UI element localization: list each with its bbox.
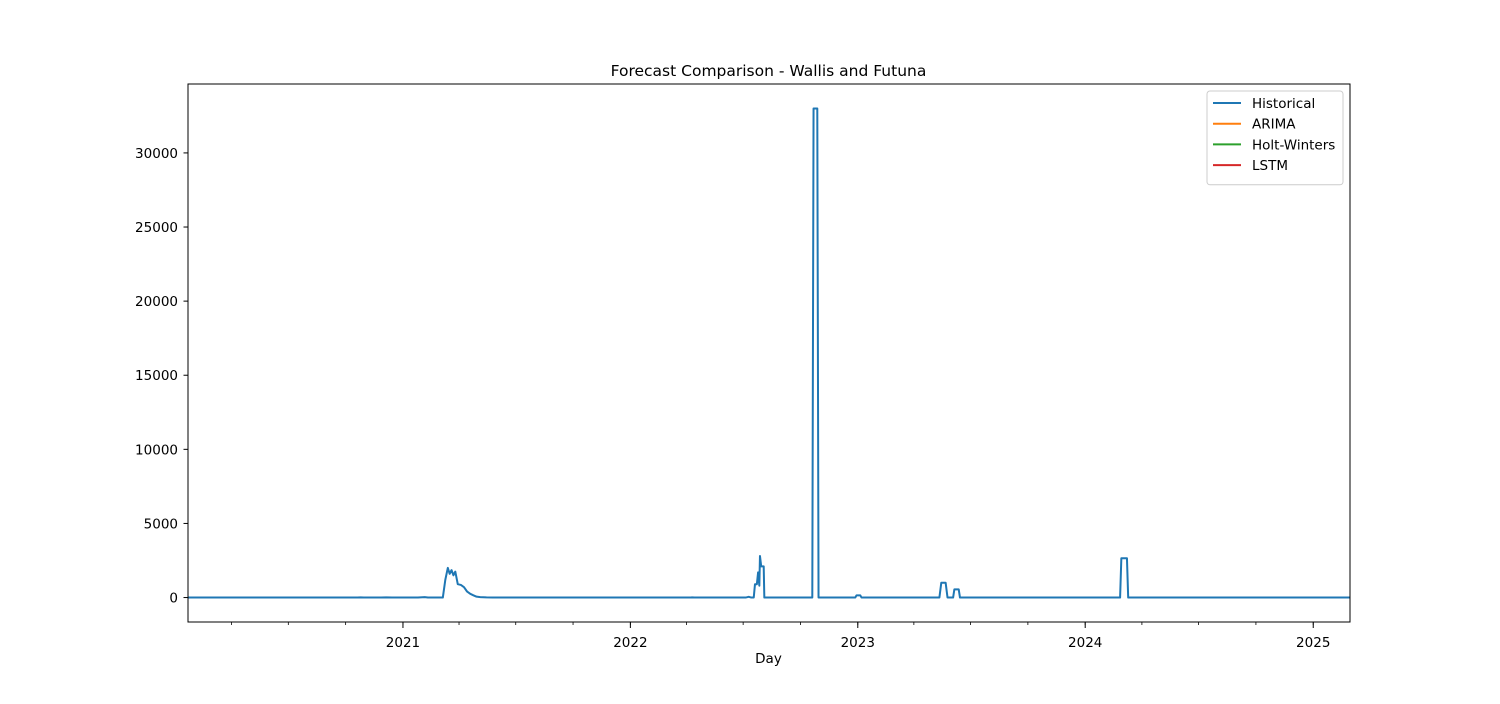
- legend-label-historical: Historical: [1252, 96, 1315, 112]
- legend-label-arima: ARIMA: [1252, 117, 1296, 133]
- legend-label-holt-winters: Holt-Winters: [1252, 137, 1335, 153]
- legend-box: [1206, 90, 1344, 186]
- legend-label-lstm: LSTM: [1252, 158, 1288, 174]
- y-tick-label: 10000: [135, 442, 178, 458]
- y-tick-label: 25000: [135, 220, 178, 236]
- axes-frame: [187, 83, 1351, 623]
- legend: Historical ARIMA Holt-Winters LSTM: [1206, 90, 1344, 186]
- x-axis-label: Day: [755, 651, 782, 667]
- x-tick-label: 2022: [613, 635, 647, 651]
- y-tick-label: 5000: [144, 516, 178, 532]
- y-tick-label: 0: [169, 591, 178, 607]
- plot-area: [188, 107, 1350, 599]
- y-tick-label: 15000: [135, 368, 178, 384]
- y-tick-label: 20000: [135, 294, 178, 310]
- chart-title: Forecast Comparison - Wallis and Futuna: [611, 62, 927, 80]
- x-tick-label: 2024: [1068, 635, 1102, 651]
- x-tick-label: 2023: [841, 635, 875, 651]
- series-line-historical: [188, 107, 1350, 599]
- x-tick-label: 2021: [386, 635, 420, 651]
- y-tick-label: 30000: [135, 146, 178, 162]
- x-tick-label: 2025: [1296, 635, 1330, 651]
- axes: 0 5000 10000 15000 20000 25000 30000 2021 2022 20…: [135, 83, 1351, 651]
